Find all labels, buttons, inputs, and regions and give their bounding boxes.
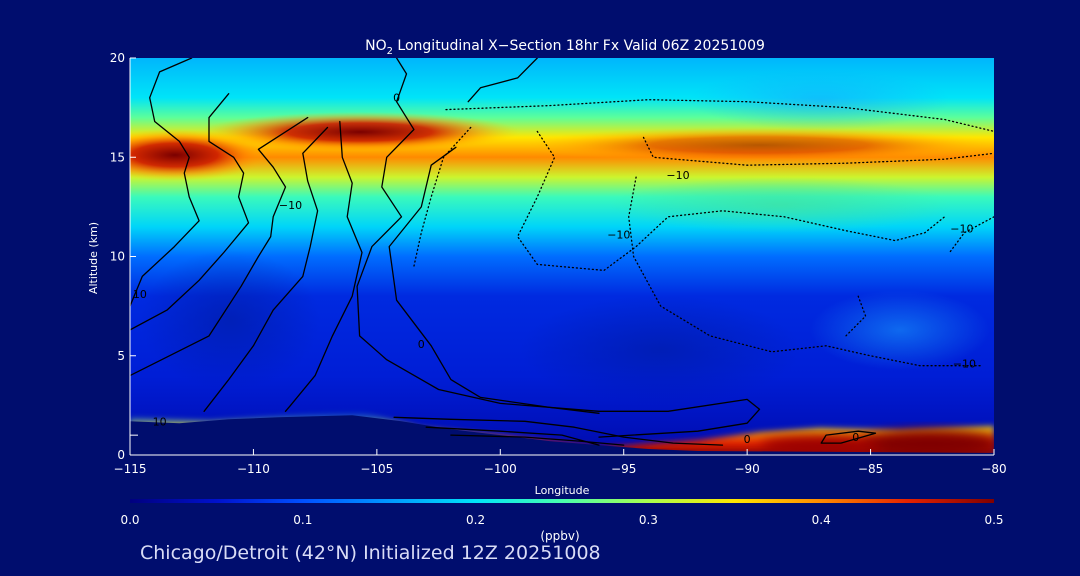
chart-title: NO2 Longitudinal X−Section 18hr Fx Valid… (365, 38, 765, 57)
chart-title-subscript: 2 (387, 46, 393, 57)
y-tick-label: 0 (117, 448, 125, 462)
contour-dotted-12 (445, 99, 994, 133)
x-tick-label: −115 (114, 462, 147, 476)
contour-solid-9 (425, 426, 600, 446)
colorbar-tick-label: 0.2 (466, 513, 485, 527)
contour-solid-7 (467, 58, 538, 103)
y-axis-label: Altitude (km) (87, 222, 100, 294)
chart-title-suffix: Longitudinal X−Section 18hr Fx Valid 06Z… (393, 38, 765, 54)
surface-maximum-east (860, 430, 994, 455)
contour-solid-6 (388, 146, 600, 414)
contour-solid-10 (450, 434, 625, 446)
concentration-field: 0 −10 −10 −10 −10 −10 10 0 10 0 0 (130, 58, 994, 455)
contour-lines (130, 58, 994, 446)
field-cool-patch-upper (610, 177, 950, 233)
y-tick-label: 5 (117, 349, 125, 363)
y-tick-label: 10 (110, 250, 125, 264)
y-tick-label: 15 (110, 150, 125, 164)
contour-solid-5 (356, 58, 761, 438)
colorbar-ticks: 0.0 0.1 0.2 0.3 0.4 0.5 (120, 513, 1003, 527)
contour-solid-8 (393, 416, 724, 446)
field-dark-patch-west (140, 250, 320, 390)
contour-label-7: 0 (418, 338, 425, 351)
colorbar-tick-label: 0.5 (984, 513, 1003, 527)
run-caption: Chicago/Detroit (42°N) Initialized 12Z 2… (140, 542, 601, 564)
field-light-patch-east (690, 70, 950, 130)
contour-solid-11 (820, 430, 877, 444)
contour-solid-3 (203, 126, 329, 412)
y-tick-label: 20 (110, 51, 125, 65)
contour-solid-4 (284, 120, 363, 412)
colorbar-tick-label: 0.3 (639, 513, 658, 527)
colorbar (130, 499, 994, 503)
contour-solid-0 (130, 58, 200, 307)
x-tick-label: −105 (360, 462, 393, 476)
contour-label-3: −10 (607, 229, 630, 242)
contour-solid-1 (130, 93, 250, 331)
x-tick-label: −80 (981, 462, 1006, 476)
contour-dotted-18 (845, 295, 867, 337)
x-tick-label: −95 (611, 462, 636, 476)
colorbar-tick-label: 0.4 (812, 513, 831, 527)
stratospheric-band-east (520, 127, 994, 163)
colorbar-tick-label: 0.0 (120, 513, 139, 527)
contour-label-0: 0 (393, 92, 400, 105)
contour-dotted-13 (516, 130, 946, 272)
stratospheric-maximum-central (200, 112, 520, 152)
contour-label-10: 0 (852, 431, 859, 444)
contour-label-9: 0 (744, 433, 751, 446)
contour-label-4: −10 (950, 223, 973, 236)
x-axis-label: Longitude (535, 484, 590, 497)
contour-solid-2 (130, 116, 309, 377)
colorbar-label: (ppbv) (540, 529, 579, 543)
x-tick-label: −90 (734, 462, 759, 476)
x-tick-label: −85 (858, 462, 883, 476)
x-tick-label: −110 (237, 462, 270, 476)
contour-label-1: −10 (279, 199, 302, 212)
contour-dotted-16 (948, 216, 994, 254)
chart-title-prefix: NO (365, 38, 387, 54)
contour-label-8: 10 (153, 415, 167, 428)
contour-dotted-17 (628, 176, 983, 367)
field-dark-patch-east (520, 295, 800, 405)
contour-label-6: 10 (133, 288, 147, 301)
field-light-patch-east-low (810, 290, 990, 370)
contour-label-2: −10 (666, 169, 689, 182)
contour-labels: 0 −10 −10 −10 −10 −10 10 0 10 0 0 (133, 92, 976, 446)
x-tick-label: −100 (484, 462, 517, 476)
terrain-mask (130, 415, 994, 455)
colorbar-tick-label: 0.1 (293, 513, 312, 527)
contour-label-5: −10 (953, 358, 976, 371)
